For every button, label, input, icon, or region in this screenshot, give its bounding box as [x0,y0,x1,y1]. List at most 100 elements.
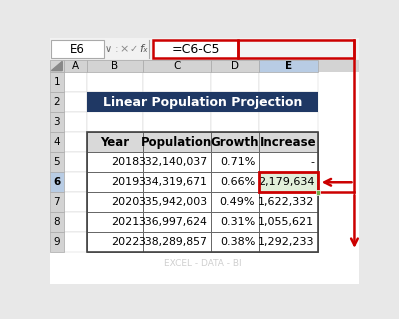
Bar [51,40,104,58]
Bar [64,152,87,172]
Bar [50,112,64,132]
Bar [50,212,64,232]
Bar [64,72,87,92]
Bar [143,92,211,112]
Text: 7: 7 [53,197,60,207]
Bar [211,232,259,252]
Bar [211,72,259,92]
Bar [259,112,318,132]
Bar [87,192,143,212]
Bar [87,132,143,152]
Bar [316,190,320,195]
Bar [143,232,211,252]
Bar [211,192,259,212]
Bar [64,212,87,232]
Bar [259,152,318,172]
Text: :: : [115,44,119,54]
Bar [87,172,143,192]
Text: 1,055,621: 1,055,621 [258,217,314,227]
Text: 0.66%: 0.66% [220,177,255,187]
Text: Increase: Increase [260,136,317,149]
Bar [211,132,259,152]
Bar [50,60,359,72]
Bar [87,172,143,192]
Text: A: A [72,61,79,71]
Bar [259,72,318,92]
Text: C: C [173,61,181,71]
Text: ×: × [120,44,129,54]
Bar [153,40,238,58]
Bar [50,72,64,92]
Bar [64,192,87,212]
Bar [143,72,211,92]
Text: 335,942,003: 335,942,003 [138,197,207,207]
Text: D: D [231,61,239,71]
Text: =C6-C5: =C6-C5 [171,42,220,56]
Bar [50,132,64,152]
Bar [143,112,211,132]
Bar [259,132,318,152]
Text: 332,140,037: 332,140,037 [138,157,207,167]
Bar [50,152,64,172]
Text: 2022: 2022 [111,237,139,247]
Bar [50,192,64,212]
Bar [143,152,211,172]
Bar [259,172,318,192]
Bar [259,232,318,252]
Bar [50,172,64,192]
Bar [143,192,211,212]
Bar [87,92,318,112]
Bar [211,152,259,172]
Text: 4: 4 [53,137,60,147]
Text: 2020: 2020 [111,197,139,207]
Bar [143,212,211,232]
Bar [50,38,359,60]
Text: 1,292,233: 1,292,233 [258,237,314,247]
Text: 338,289,857: 338,289,857 [138,237,207,247]
Bar [238,40,354,58]
Bar [87,132,143,152]
Text: 336,997,624: 336,997,624 [138,217,207,227]
Bar [211,172,259,192]
Text: ∨: ∨ [105,44,113,54]
Text: EXCEL - DATA - BI: EXCEL - DATA - BI [164,258,241,268]
Bar [50,92,64,112]
Text: E6: E6 [70,42,85,56]
Bar [259,172,318,192]
Text: Year: Year [101,136,130,149]
Bar [87,212,143,232]
Bar [64,60,87,72]
Bar [64,172,87,192]
Bar [143,212,211,232]
Bar [211,212,259,232]
Bar [143,60,211,72]
Text: 1,622,332: 1,622,332 [258,197,314,207]
Text: 0.38%: 0.38% [220,237,255,247]
Text: 2019: 2019 [111,177,139,187]
Text: 8: 8 [53,217,60,227]
Bar [143,132,211,152]
Bar [87,212,143,232]
Text: fₓ: fₓ [139,44,148,54]
Text: 334,319,671: 334,319,671 [138,177,207,187]
Bar [143,172,211,192]
Text: Population: Population [141,136,213,149]
Bar [211,112,259,132]
Text: 0.31%: 0.31% [220,217,255,227]
Bar [87,92,143,112]
Bar [143,152,211,172]
Bar [259,132,318,152]
Bar [87,232,143,252]
Text: Growth: Growth [211,136,259,149]
Bar [87,192,143,212]
Bar [64,112,87,132]
Text: -: - [310,157,314,167]
Text: Linear Population Projection: Linear Population Projection [103,96,302,109]
Bar [211,172,259,192]
Bar [259,212,318,232]
Bar [50,60,64,72]
Bar [143,172,211,192]
Text: ✓: ✓ [130,44,138,54]
Text: E: E [285,61,292,71]
Bar [259,60,318,72]
